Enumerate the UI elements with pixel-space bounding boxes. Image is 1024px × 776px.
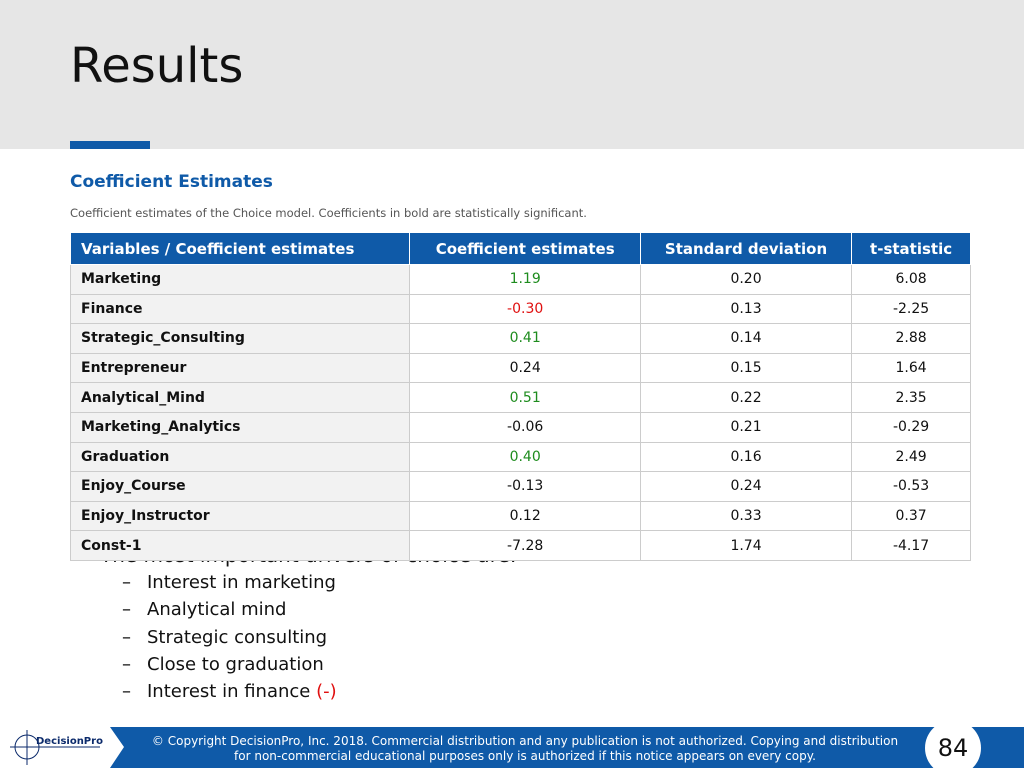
cell: Enjoy_Course: [69, 471, 411, 502]
cell: 0.24: [639, 471, 853, 502]
table-row: Enjoy_Instructor 0.12 0.33 0.37: [69, 500, 971, 532]
cell: 1.19: [409, 264, 641, 295]
dash: –: [122, 599, 131, 621]
cell: 2.88: [851, 323, 971, 354]
cell: Analytical_Mind: [69, 382, 411, 413]
copyright: © Copyright DecisionPro, Inc. 2018. Comm…: [140, 734, 910, 764]
cell: 2.35: [851, 382, 971, 413]
table-row: Marketing_Analytics -0.06 0.21 -0.29: [69, 411, 971, 443]
column-header: Standard deviation: [639, 232, 853, 265]
dash: –: [122, 572, 131, 593]
cell: -4.17: [851, 530, 971, 561]
cell: 2.49: [851, 441, 971, 473]
page-number: 84: [925, 720, 981, 776]
column-header: Variables / Coefficient estimates: [69, 232, 411, 265]
table-row: Enjoy_Course -0.13 0.24 -0.53: [69, 471, 971, 502]
table-row: Entrepreneur 0.24 0.15 1.64: [69, 352, 971, 384]
cell: Strategic_Consulting: [69, 323, 411, 354]
table-row: Graduation 0.40 0.16 2.49: [69, 441, 971, 473]
cell: 0.51: [409, 382, 641, 413]
bullet-note: (-): [316, 681, 337, 703]
cell: Finance: [69, 293, 411, 325]
table-row: Finance -0.30 0.13 -2.25: [69, 293, 971, 325]
cell: -2.25: [851, 293, 971, 325]
cell: -0.13: [409, 471, 641, 502]
table-row: Const-1 -7.28 1.74 -4.17: [69, 530, 971, 561]
cell: -0.30: [409, 293, 641, 325]
footer-band: [10, 727, 1024, 768]
cell: 0.20: [639, 264, 853, 295]
cell: Marketing: [69, 264, 411, 295]
cell: Entrepreneur: [69, 352, 411, 384]
dash: –: [122, 653, 131, 675]
cell: 0.24: [409, 352, 641, 384]
bullet-text: Analytical mind: [147, 599, 287, 621]
header-row: Variables / Coefficient estimates Coeffic…: [69, 232, 971, 265]
bullet-text: Interest in marketing: [147, 572, 336, 593]
cell: -7.28: [409, 530, 641, 561]
slide-title: Results: [70, 38, 244, 94]
cell: Graduation: [69, 441, 411, 473]
cell: -0.29: [851, 411, 971, 443]
cell: Marketing_Analytics: [69, 411, 411, 443]
cell: 1.74: [639, 530, 853, 561]
cell: -0.53: [851, 471, 971, 502]
cell: 0.40: [409, 441, 641, 473]
cell: 0.15: [639, 352, 853, 384]
cell: 0.21: [639, 411, 853, 443]
bullet-list: – Interest in marketing – Analytical mind – S…: [122, 572, 337, 708]
table-row: Analytical_Mind 0.51 0.22 2.35: [69, 382, 971, 413]
bullet-item: – Interest in finance (-): [122, 681, 337, 708]
table-row: Strategic_Consulting 0.41 0.14 2.88: [69, 323, 971, 354]
bullet-item: – Strategic consulting: [122, 627, 337, 654]
cell: 6.08: [851, 264, 971, 295]
bullet-item: – Interest in marketing: [122, 572, 337, 599]
cell: 0.41: [409, 323, 641, 354]
dash: –: [122, 626, 131, 648]
bullet-item: – Close to graduation: [122, 654, 337, 681]
cell: 1.64: [851, 352, 971, 384]
dash: –: [122, 681, 131, 703]
bullet-text: Strategic consulting: [147, 626, 328, 648]
coefficient-table: Variables / Coefficient estimates Coeffic…: [69, 232, 971, 561]
bullet-item: – Analytical mind: [122, 599, 337, 626]
cell: 0.16: [639, 441, 853, 473]
accent-bar: [70, 141, 150, 149]
cell: -0.06: [409, 411, 641, 443]
copyright-line: for non-commercial educational purposes …: [234, 749, 816, 763]
cell: 0.37: [851, 500, 971, 532]
header: Results: [0, 0, 1024, 149]
logo: DecisionPro: [36, 736, 103, 747]
column-header: t-statistic: [851, 232, 971, 265]
table-row: Marketing 1.19 0.20 6.08: [69, 264, 971, 295]
column-header: Coefficient estimates: [409, 232, 641, 265]
cell: 0.22: [639, 382, 853, 413]
cell: 0.33: [639, 500, 853, 532]
cell: Enjoy_Instructor: [69, 500, 411, 532]
cell: 0.14: [639, 323, 853, 354]
cell: 0.13: [639, 293, 853, 325]
cell: Const-1: [69, 530, 411, 561]
cell: 0.12: [409, 500, 641, 532]
caption: Coefficient estimates of the Choice mode…: [70, 206, 587, 220]
copyright-line: © Copyright DecisionPro, Inc. 2018. Comm…: [151, 734, 899, 748]
section-title: Coefficient Estimates: [70, 172, 273, 192]
bullet-text: Close to graduation: [147, 653, 324, 675]
bullet-text: Interest in finance: [147, 681, 311, 703]
